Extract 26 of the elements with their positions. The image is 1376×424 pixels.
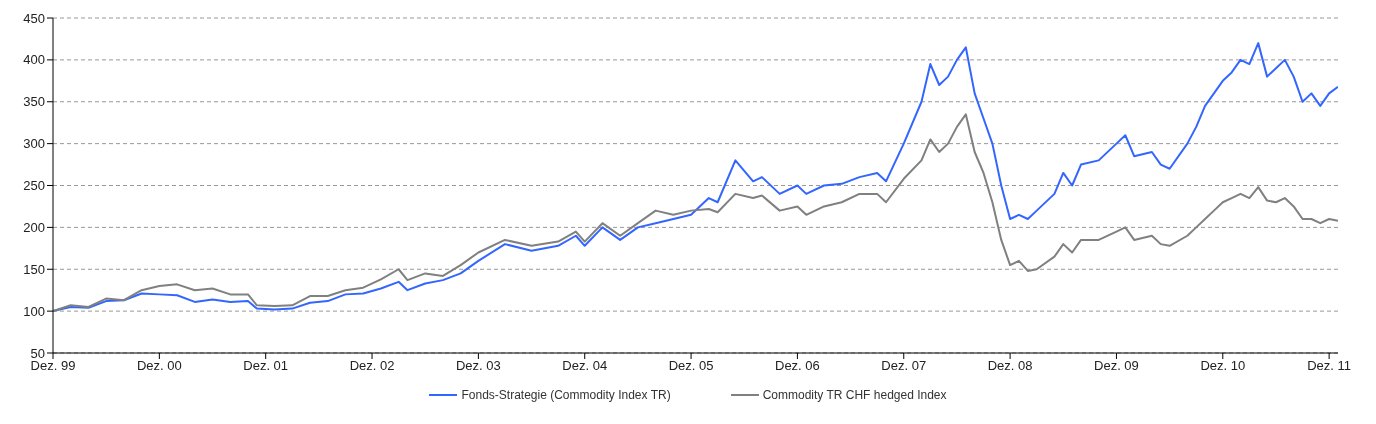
- y-tick-label: 150: [23, 261, 45, 277]
- x-tick-label: Dez. 99: [30, 358, 76, 374]
- x-tick-label: Dez. 11: [1307, 358, 1352, 374]
- x-tick-label: Dez. 00: [136, 358, 182, 374]
- y-tick-label: 450: [23, 10, 45, 26]
- x-tick-label: Dez. 08: [987, 358, 1033, 374]
- y-tick-label: 100: [23, 303, 45, 319]
- y-tick-label: 50: [30, 345, 45, 361]
- x-tick-label: Dez. 03: [455, 358, 501, 374]
- x-tick-label: Dez. 05: [668, 358, 714, 374]
- x-tick-label: Dez. 01: [243, 358, 289, 374]
- x-tick-label: Dez. 07: [881, 358, 927, 374]
- line-series: [53, 113, 1338, 313]
- x-tick-label: Dez. 10: [1200, 358, 1246, 374]
- legend-label: Commodity TR CHF hedged Index: [762, 388, 947, 402]
- y-tick-label: 250: [23, 178, 45, 194]
- legend-label: Fonds-Strategie (Commodity Index TR): [461, 388, 671, 402]
- y-tick-label: 350: [23, 94, 45, 110]
- x-tick-label: Dez. 09: [1094, 358, 1139, 374]
- x-tick-label: Dez. 02: [349, 358, 395, 374]
- y-tick-label: 300: [23, 136, 45, 152]
- y-tick-label: 400: [23, 52, 45, 68]
- x-tick-label: Dez. 06: [775, 358, 820, 374]
- x-tick-label: Dez. 04: [562, 358, 608, 374]
- y-tick-label: 200: [23, 219, 45, 235]
- line-series: [53, 42, 1338, 313]
